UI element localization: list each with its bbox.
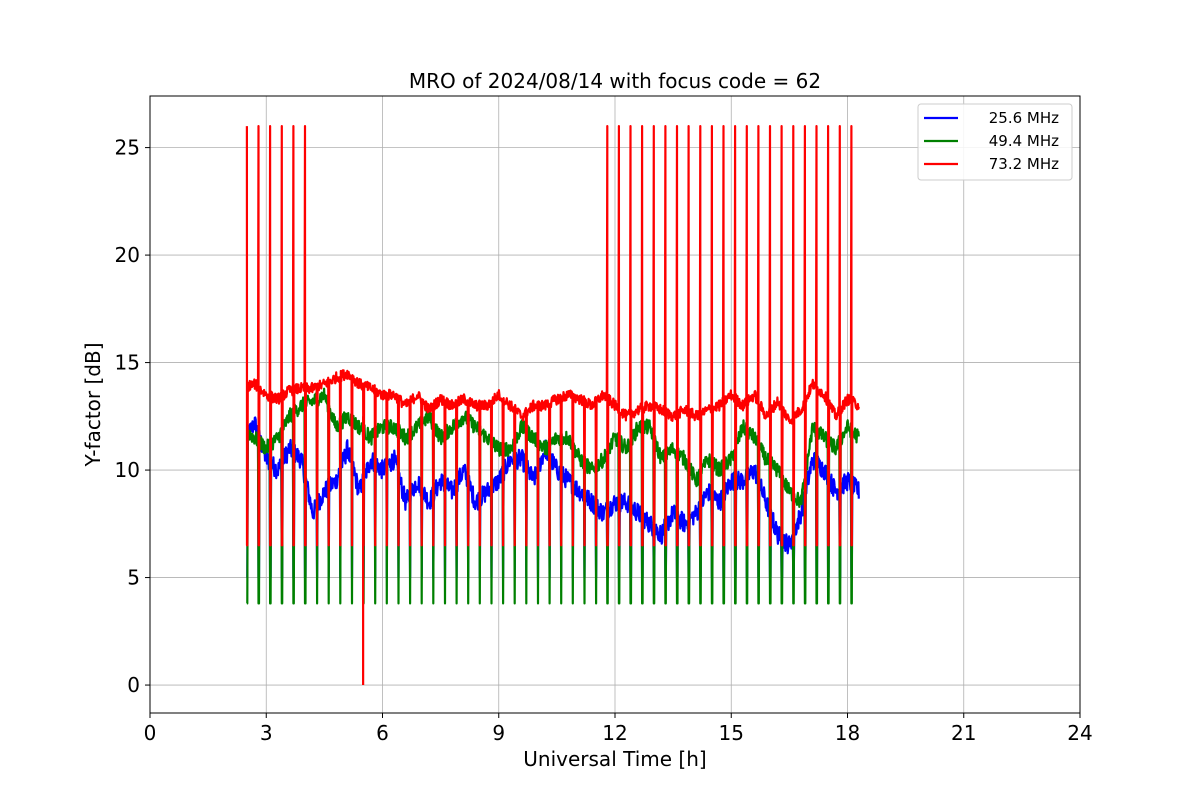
y-tick-label: 10	[115, 458, 140, 482]
x-tick-label: 18	[835, 721, 860, 745]
chart-title: MRO of 2024/08/14 with focus code = 62	[409, 69, 821, 93]
x-axis-label: Universal Time [h]	[523, 747, 706, 771]
y-tick-label: 25	[115, 136, 140, 160]
x-tick-label: 3	[260, 721, 273, 745]
plot-lines	[245, 125, 860, 686]
series-line-25-6-mhz	[246, 416, 860, 579]
x-tick-label: 21	[951, 721, 976, 745]
legend-label: 49.4 MHz	[989, 132, 1059, 150]
x-tick-label: 15	[719, 721, 744, 745]
y-tick-label: 15	[115, 351, 140, 375]
legend: 25.6 MHz 49.4 MHz 73.2 MHz	[917, 103, 1073, 181]
x-tick-label: 9	[492, 721, 505, 745]
x-tick-label: 0	[144, 721, 157, 745]
x-tick-label: 12	[602, 721, 627, 745]
y-axis-label: Y-factor [dB]	[81, 342, 105, 467]
legend-label: 73.2 MHz	[989, 155, 1059, 173]
x-tick-label: 6	[376, 721, 389, 745]
legend-box	[917, 103, 1073, 181]
legend-label: 25.6 MHz	[989, 109, 1059, 127]
axis-ticks: 0 3 6 9 12 15 18 21 24 0 5 10 15 20 25	[115, 136, 1093, 745]
y-tick-label: 20	[115, 243, 140, 267]
series-line-49-4-mhz	[246, 387, 860, 605]
y-tick-label: 0	[127, 673, 140, 697]
y-tick-label: 5	[127, 566, 140, 590]
series-line-73-2-mhz	[245, 125, 860, 547]
x-tick-label: 24	[1067, 721, 1092, 745]
